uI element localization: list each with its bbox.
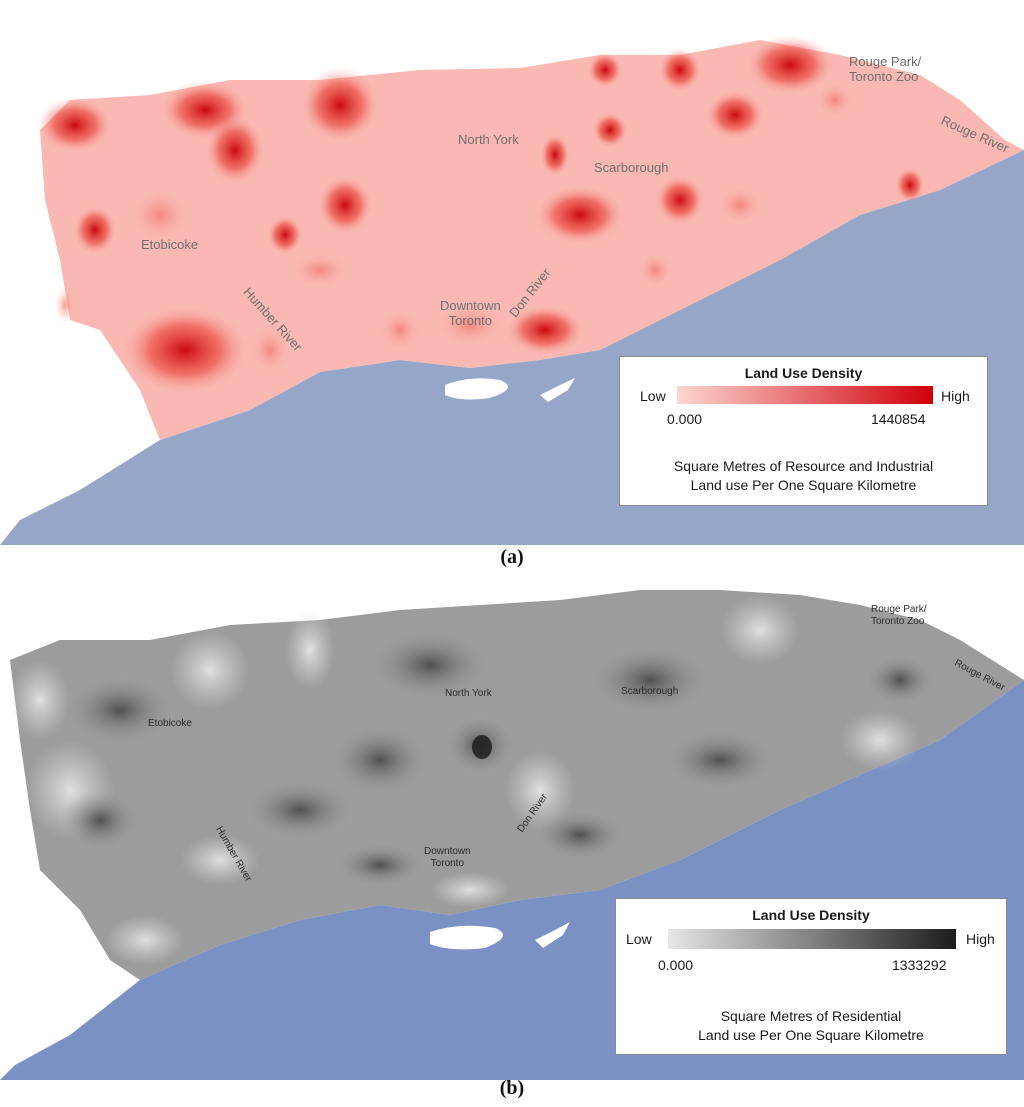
- legend-max-value: 1440854: [871, 411, 926, 427]
- place-label-rouge-park: Rouge Park/ Toronto Zoo: [871, 604, 927, 627]
- panel-caption-b: (b): [499, 1077, 525, 1099]
- place-label-scarborough: Scarborough: [621, 686, 679, 697]
- place-label-downtown: Downtown Toronto: [424, 846, 471, 869]
- legend-max-value: 1333292: [892, 957, 947, 973]
- density-peaks: [10, 595, 935, 965]
- legend-description: Square Metres of Resource and Industrial…: [673, 458, 934, 493]
- legend: Land Use Density Low High 0.000 1440854 …: [619, 356, 988, 506]
- legend-description: Square Metres of Residential Land use Pe…: [698, 1008, 924, 1043]
- legend-min-value: 0.000: [667, 411, 703, 427]
- place-label-north-york: North York: [445, 688, 492, 699]
- place-label-scarborough: Scarborough: [594, 160, 669, 175]
- legend-low-label: Low: [626, 931, 652, 947]
- legend-title: Land Use Density: [744, 365, 863, 381]
- toronto-islands: [430, 925, 503, 950]
- legend-high-label: High: [941, 388, 970, 404]
- map-panel-resource-industrial: Rouge Park/ Toronto Zoo Rouge River Nort…: [0, 0, 1024, 545]
- density-peaks: [37, 35, 925, 395]
- map-panel-residential: Rouge Park/ Toronto Zoo Rouge River Nort…: [0, 560, 1024, 1080]
- place-label-downtown: Downtown Toronto: [440, 298, 501, 328]
- place-label-rouge-park: Rouge Park/ Toronto Zoo: [849, 54, 922, 84]
- legend-title: Land Use Density: [752, 907, 870, 923]
- panel-caption-a: (a): [500, 546, 524, 568]
- toronto-islands: [445, 378, 508, 400]
- place-label-etobicoke: Etobicoke: [141, 237, 199, 252]
- place-label-north-york: North York: [458, 132, 519, 147]
- place-label-etobicoke: Etobicoke: [148, 718, 192, 729]
- legend-high-label: High: [966, 931, 995, 947]
- legend-color-ramp: [677, 386, 933, 404]
- legend-low-label: Low: [640, 388, 666, 404]
- legend-color-ramp: [668, 929, 956, 949]
- legend-min-value: 0.000: [658, 957, 694, 973]
- legend: Land Use Density Low High 0.000 1333292 …: [615, 898, 1007, 1055]
